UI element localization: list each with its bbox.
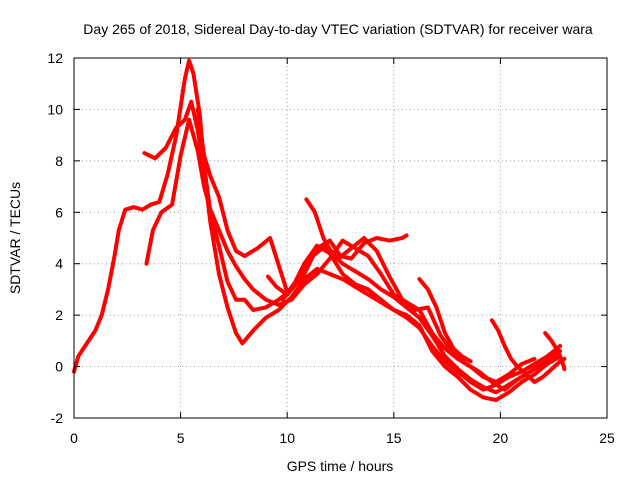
x-tick-label: 15 (386, 430, 402, 446)
y-tick-label: 10 (47, 101, 63, 117)
y-tick-label: 0 (55, 359, 63, 375)
series-line-sat-arc-8 (543, 331, 567, 372)
y-tick-label: 8 (55, 153, 63, 169)
series-line-sat-arc-4 (195, 107, 558, 392)
series-line-sat-arc-7 (489, 318, 567, 384)
x-tick-label: 10 (279, 430, 295, 446)
x-tick-label: 20 (493, 430, 509, 446)
y-tick-label: 4 (55, 256, 63, 272)
x-axis-label: GPS time / hours (287, 458, 394, 474)
y-tick-label: 2 (55, 307, 63, 323)
series-line-sat-arc-5 (304, 197, 563, 395)
y-axis-label: SDTVAR / TECUs (7, 182, 23, 294)
series-line-sat-arc-10 (417, 277, 473, 364)
x-tick-label: 25 (599, 430, 615, 446)
x-tick-label: 5 (177, 430, 185, 446)
series-line-sat-arc-2 (142, 99, 563, 392)
plot-frame (73, 57, 608, 419)
ticks: 0 5 10 15 20 25 -2 0 2 4 6 8 10 12 (47, 50, 615, 446)
series-line-sat-arc-9 (266, 272, 307, 297)
y-tick-label: 6 (55, 204, 63, 220)
chart-title: Day 265 of 2018, Sidereal Day-to-day VTE… (83, 21, 593, 37)
y-tick-label: 12 (47, 50, 63, 66)
series-line-sat-arc-1 (72, 58, 563, 402)
series-group (72, 58, 567, 402)
y-tick-label: -2 (51, 410, 64, 426)
x-tick-label: 0 (70, 430, 78, 446)
